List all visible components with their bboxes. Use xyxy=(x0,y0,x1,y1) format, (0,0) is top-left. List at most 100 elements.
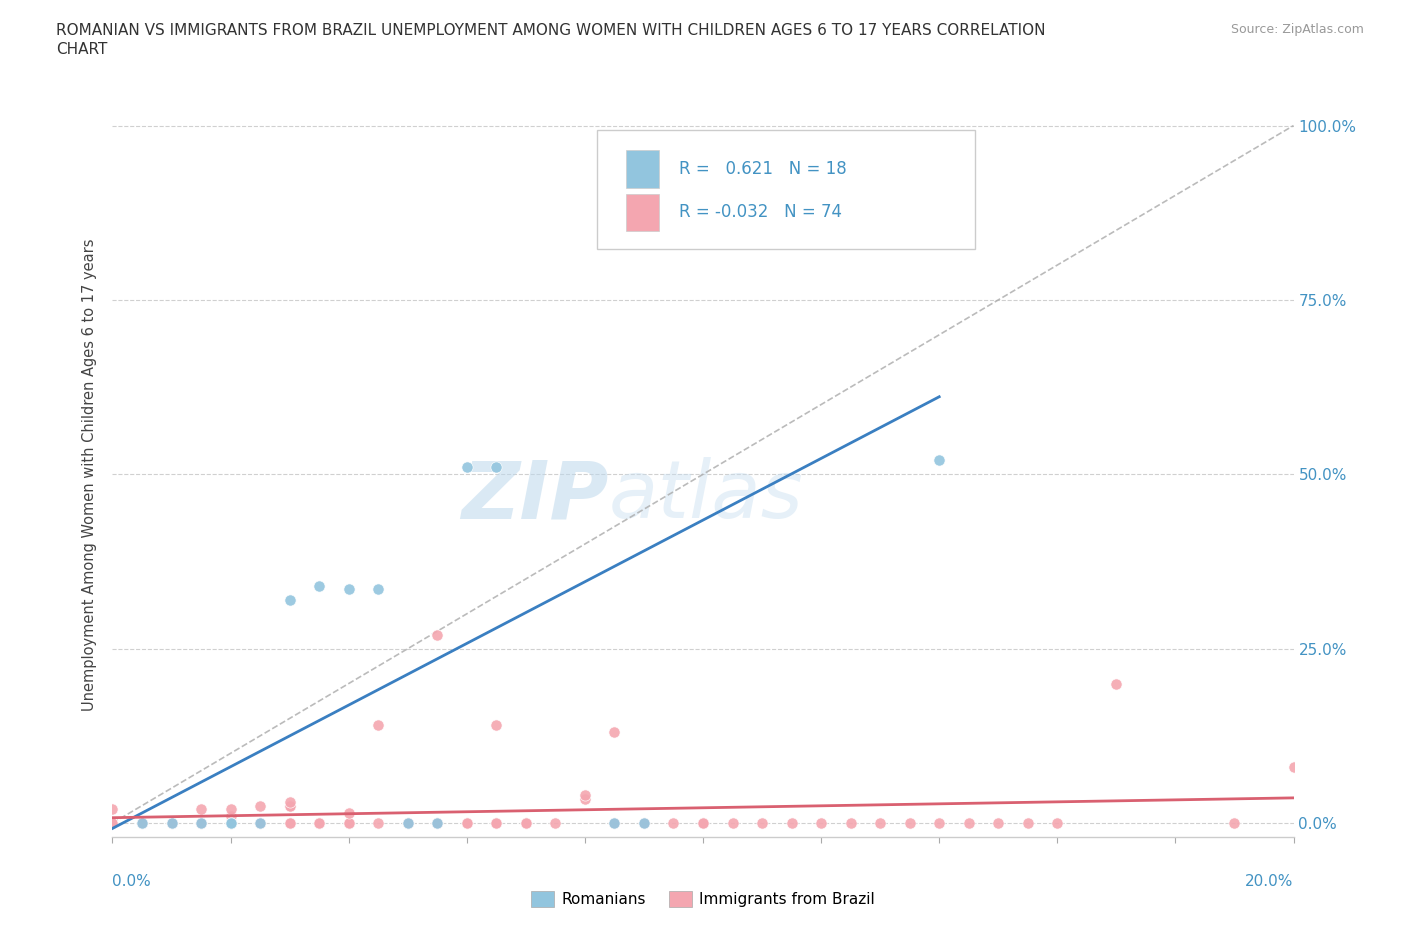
Point xyxy=(101,802,124,817)
Point xyxy=(396,816,419,830)
Point xyxy=(751,816,773,830)
Point xyxy=(160,816,183,830)
Text: 20.0%: 20.0% xyxy=(1246,874,1294,889)
Point xyxy=(337,816,360,830)
Point xyxy=(1223,816,1246,830)
Point xyxy=(426,816,449,830)
Point xyxy=(337,805,360,820)
Point xyxy=(219,816,242,830)
Point xyxy=(131,816,153,830)
Point xyxy=(456,460,478,475)
Text: Source: ZipAtlas.com: Source: ZipAtlas.com xyxy=(1230,23,1364,36)
Point xyxy=(633,816,655,830)
Point xyxy=(987,816,1010,830)
Point xyxy=(219,816,242,830)
Point xyxy=(928,453,950,468)
Point xyxy=(278,798,301,813)
Point xyxy=(219,816,242,830)
Point xyxy=(456,816,478,830)
Point xyxy=(485,816,508,830)
Point xyxy=(1282,760,1305,775)
Point xyxy=(396,816,419,830)
Point xyxy=(957,816,980,830)
Point xyxy=(101,816,124,830)
Point xyxy=(308,578,330,593)
Point xyxy=(160,816,183,830)
Point xyxy=(1046,816,1069,830)
Point xyxy=(515,816,537,830)
FancyBboxPatch shape xyxy=(626,193,659,232)
Point xyxy=(190,816,212,830)
Text: atlas: atlas xyxy=(609,457,803,535)
Point xyxy=(603,816,626,830)
Point xyxy=(190,802,212,817)
Point xyxy=(367,718,389,733)
Point xyxy=(219,816,242,830)
Point xyxy=(131,816,153,830)
Point xyxy=(1017,816,1039,830)
Point xyxy=(337,816,360,830)
Point xyxy=(869,816,891,830)
Point xyxy=(780,816,803,830)
Point xyxy=(337,816,360,830)
Point xyxy=(485,460,508,475)
Point xyxy=(308,816,330,830)
Point xyxy=(219,816,242,830)
Point xyxy=(485,718,508,733)
Point xyxy=(131,816,153,830)
Point xyxy=(249,816,271,830)
Point xyxy=(367,582,389,597)
Y-axis label: Unemployment Among Women with Children Ages 6 to 17 years: Unemployment Among Women with Children A… xyxy=(82,238,97,711)
Point xyxy=(190,816,212,830)
Point xyxy=(544,816,567,830)
Point xyxy=(603,725,626,740)
Point xyxy=(1105,676,1128,691)
Point xyxy=(633,816,655,830)
Point xyxy=(160,816,183,830)
Point xyxy=(810,816,832,830)
Point xyxy=(898,816,921,830)
Point xyxy=(278,794,301,809)
Point xyxy=(574,791,596,806)
Point xyxy=(308,816,330,830)
FancyBboxPatch shape xyxy=(596,130,974,249)
Point xyxy=(396,816,419,830)
Point xyxy=(367,816,389,830)
Point xyxy=(662,816,685,830)
Point xyxy=(426,628,449,643)
Point xyxy=(396,816,419,830)
Point xyxy=(219,809,242,824)
Point xyxy=(928,816,950,830)
Point xyxy=(721,816,744,830)
Text: ROMANIAN VS IMMIGRANTS FROM BRAZIL UNEMPLOYMENT AMONG WOMEN WITH CHILDREN AGES 6: ROMANIAN VS IMMIGRANTS FROM BRAZIL UNEMP… xyxy=(56,23,1046,38)
Legend: Romanians, Immigrants from Brazil: Romanians, Immigrants from Brazil xyxy=(524,884,882,913)
Text: CHART: CHART xyxy=(56,42,108,57)
Point xyxy=(426,816,449,830)
Point xyxy=(515,816,537,830)
Point xyxy=(751,140,773,154)
Point xyxy=(190,816,212,830)
Point xyxy=(278,816,301,830)
Point xyxy=(692,816,714,830)
Text: R =   0.621   N = 18: R = 0.621 N = 18 xyxy=(679,160,848,178)
Point xyxy=(190,816,212,830)
Point xyxy=(396,816,419,830)
Point xyxy=(308,816,330,830)
Point xyxy=(101,816,124,830)
Point xyxy=(515,816,537,830)
Point xyxy=(249,816,271,830)
Point xyxy=(249,798,271,813)
Point xyxy=(603,816,626,830)
Point xyxy=(278,592,301,607)
Point xyxy=(219,802,242,817)
Point xyxy=(692,816,714,830)
Point xyxy=(160,816,183,830)
Point xyxy=(839,816,862,830)
FancyBboxPatch shape xyxy=(626,150,659,188)
Text: 0.0%: 0.0% xyxy=(112,874,152,889)
Point xyxy=(337,582,360,597)
Point xyxy=(485,816,508,830)
Point xyxy=(456,816,478,830)
Point xyxy=(426,816,449,830)
Point xyxy=(574,788,596,803)
